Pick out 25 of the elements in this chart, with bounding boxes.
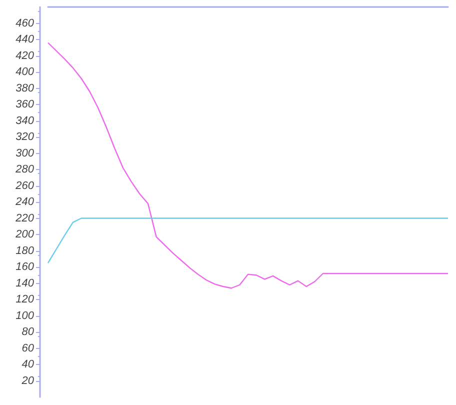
line-series [47, 218, 449, 264]
line-series [47, 42, 449, 289]
y-tick-label: 60 [22, 342, 35, 354]
y-tick-label: 420 [16, 50, 35, 62]
y-tick-label: 340 [16, 114, 35, 127]
y-tick-label: 20 [20, 374, 35, 387]
y-tick-label: 120 [16, 294, 35, 306]
y-tick-label: 220 [14, 212, 35, 224]
y-tick-label: 460 [16, 17, 35, 30]
y-tick-label: 100 [16, 310, 35, 322]
y-tick-label: 300 [16, 147, 35, 160]
y-tick-label: 440 [16, 34, 35, 46]
y-tick-label: 160 [16, 261, 35, 273]
y-tick-label: 180 [16, 244, 35, 257]
y-tick-label: 360 [16, 98, 35, 110]
y-tick-label: 240 [14, 196, 35, 208]
y-tick-label: 380 [16, 82, 35, 94]
y-tick-label: 320 [16, 131, 35, 143]
y-tick-label: 140 [16, 277, 35, 290]
y-tick-label: 40 [22, 358, 35, 370]
y-tick-label: 400 [16, 66, 35, 78]
y-tick-label: 200 [14, 228, 35, 240]
y-tick-label: 260 [14, 180, 35, 192]
y-tick-label: 80 [22, 326, 35, 338]
y-tick-label: 280 [14, 164, 35, 176]
